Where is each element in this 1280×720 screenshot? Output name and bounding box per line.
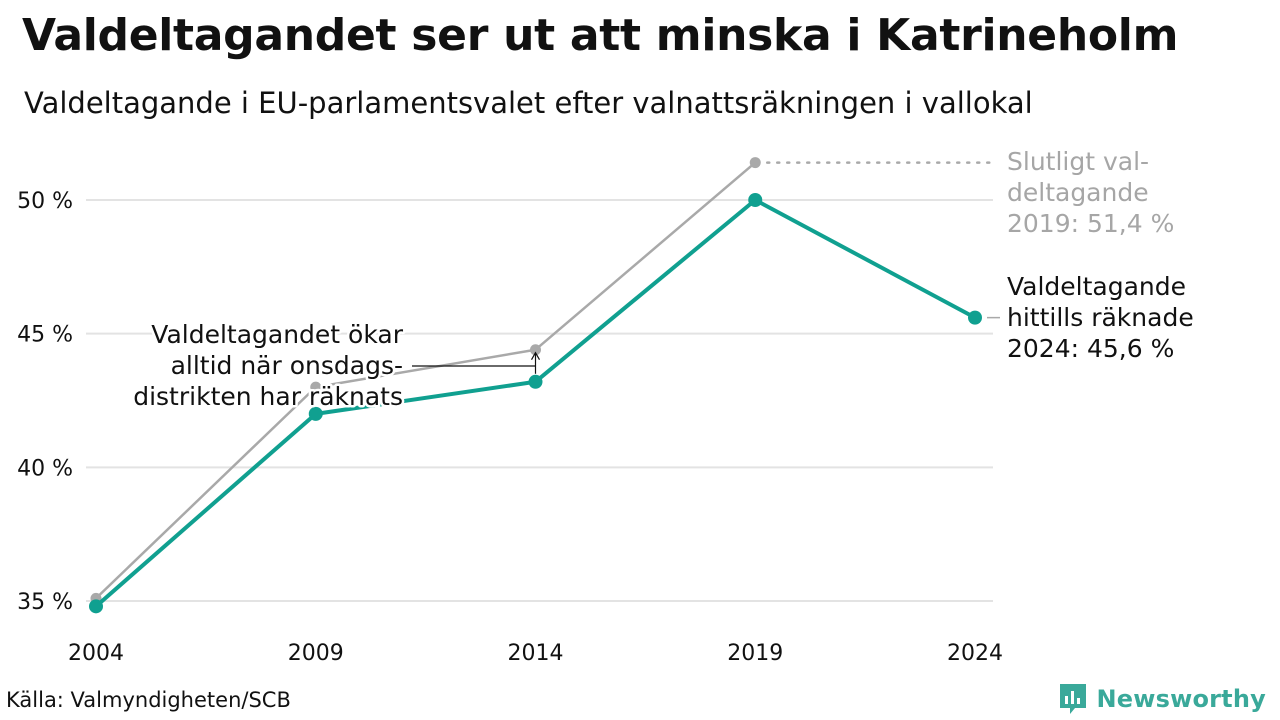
y-tick-label: 40 %	[17, 456, 73, 481]
x-tick-label: 2019	[727, 641, 783, 666]
annotation-current-2024: 2024: 45,6 %	[1007, 334, 1174, 363]
annotation-arrowhead-icon	[530, 351, 541, 361]
data-point-final	[310, 381, 322, 393]
x-tick-label: 2014	[508, 641, 564, 666]
annotation-final-2019: deltagande	[1007, 178, 1149, 207]
data-point-election_night	[308, 406, 323, 421]
data-point-final	[530, 344, 541, 356]
data-point-election_night	[89, 599, 103, 614]
annotation-note: alltid när onsdags-	[171, 351, 403, 380]
data-point-final	[749, 157, 761, 169]
source-note: Källa: Valmyndigheten/SCB	[6, 688, 291, 712]
x-tick-label: 2024	[947, 641, 1003, 666]
annotation-current-2024: hittills räknade	[1007, 303, 1194, 332]
series-line-final	[94, 161, 757, 600]
chart-subtitle: Valdeltagande i EU-parlamentsvalet efter…	[24, 86, 1033, 120]
annotation-final-2019: Slutligt val-	[1007, 147, 1149, 176]
chart-title: Valdeltagandet ser ut att minska i Katri…	[22, 10, 1179, 61]
annotation-final-2019: 2019: 51,4 %	[1007, 209, 1174, 238]
brand-logo: Newsworthy	[1058, 682, 1266, 716]
x-tick-label: 2004	[68, 641, 124, 666]
data-point-election_night	[528, 374, 543, 389]
newsworthy-icon	[1060, 684, 1087, 714]
data-point-election_night	[968, 310, 982, 325]
data-point-election_night	[748, 193, 763, 207]
y-tick-label: 35 %	[17, 590, 73, 615]
annotation-current-2024: Valdeltagande	[1007, 272, 1186, 301]
x-tick-label: 2009	[288, 641, 344, 666]
annotation-note: distrikten har räknats	[133, 382, 403, 411]
annotation-note: Valdeltagandet ökar	[151, 320, 403, 349]
y-tick-label: 45 %	[17, 323, 73, 348]
brand-name: Newsworthy	[1096, 685, 1266, 713]
y-tick-label: 50 %	[17, 189, 73, 214]
